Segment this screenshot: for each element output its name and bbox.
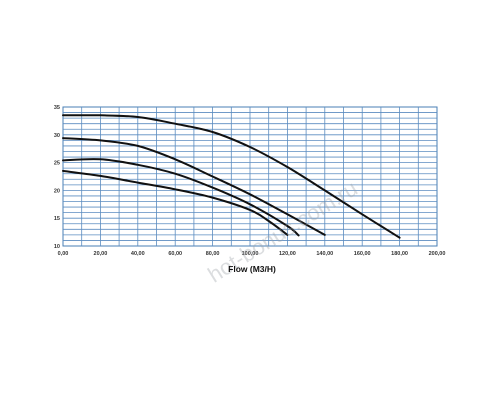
y-tick-label: 20 [54,188,60,194]
x-tick-label: 180,00 [391,251,408,257]
x-tick-label: 80,00 [206,251,220,257]
x-tick-label: 140,00 [316,251,333,257]
y-tick-label: 25 [54,161,60,167]
y-tick-label: 35 [54,105,60,111]
y-tick-label: 30 [54,133,60,139]
pump-curve-4 [62,169,289,236]
y-tick-label: 15 [54,216,60,222]
x-tick-label: 200,00 [429,251,446,257]
x-tick-label: 160,00 [354,251,371,257]
curves [62,114,401,239]
x-tick-label: 0,00 [58,251,69,257]
x-tick-label: 60,00 [168,251,182,257]
x-tick-label: 20,00 [94,251,108,257]
y-tick-labels: 10 15 20 25 30 35 [54,105,60,250]
x-tick-label: 40,00 [131,251,145,257]
pump-curve-3 [62,158,300,237]
pump-curve-1 [62,114,401,239]
x-tick-label: 120,00 [279,251,296,257]
x-axis-label: Flow (M3/H) [228,264,276,274]
pump-curve-2 [62,137,326,236]
x-tick-label: 100,00 [242,251,259,257]
grid [62,106,438,247]
x-tick-labels: 0,00 20,00 40,00 60,00 80,00 100,00 120,00 140,… [58,251,446,257]
y-tick-label: 10 [54,244,60,250]
